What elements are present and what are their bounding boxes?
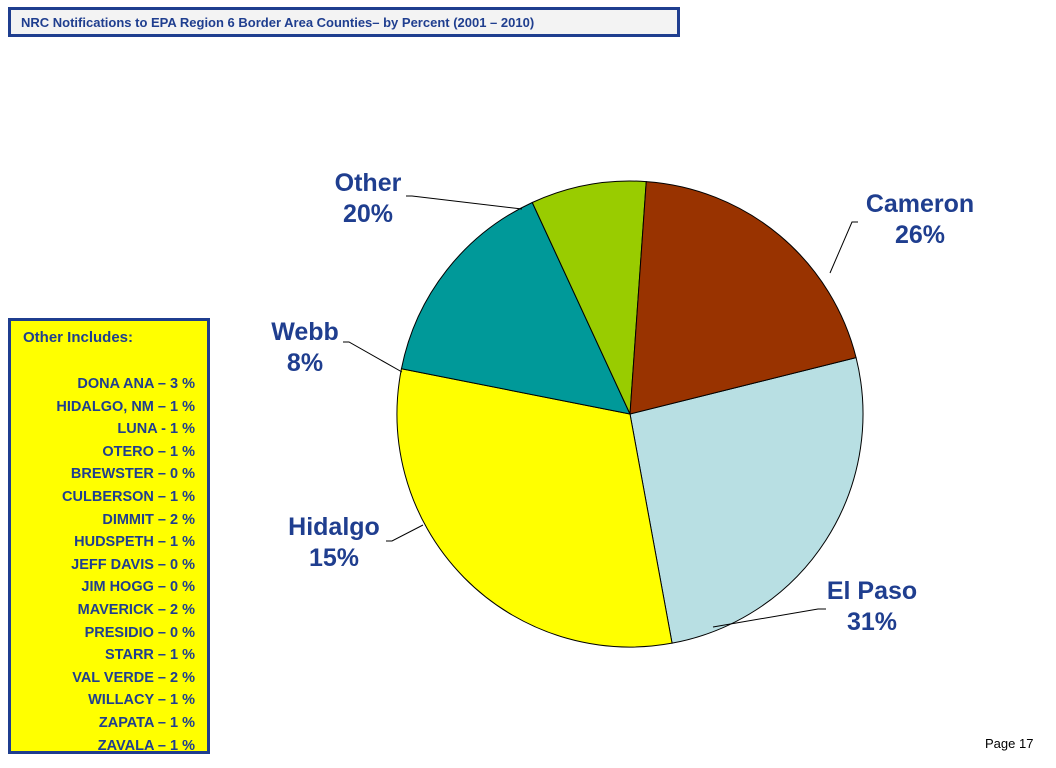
other-item: ZAVALA – 1 % xyxy=(97,737,195,754)
chart-title: NRC Notifications to EPA Region 6 Border… xyxy=(21,14,535,30)
pie-slice-other xyxy=(629,181,857,415)
slice-percent-hidalgo: 15% xyxy=(309,544,359,572)
other-item: CULBERSON – 1 % xyxy=(62,488,195,505)
other-item: HUDSPETH – 1 % xyxy=(74,534,195,551)
slice-name-webb: Webb xyxy=(271,318,339,346)
leader-line-el-paso xyxy=(712,608,826,628)
other-item: JIM HOGG – 0 % xyxy=(81,579,195,596)
leader-line-webb xyxy=(343,341,403,373)
other-item: DONA ANA – 3 % xyxy=(77,376,195,392)
other-item: WILLACY – 1 % xyxy=(88,692,195,709)
page-number: Page 17 xyxy=(985,736,1034,751)
slice-percent-cameron: 26% xyxy=(895,221,945,249)
slice-name-el-paso: El Paso xyxy=(827,577,917,605)
other-item: BREWSTER – 0 % xyxy=(70,466,195,483)
other-item: LUNA - 1 % xyxy=(117,421,195,438)
title-box: NRC Notifications to EPA Region 6 Border… xyxy=(8,7,680,37)
leader-line-cameron xyxy=(829,221,858,274)
slice-percent-el-paso: 31% xyxy=(847,608,897,636)
other-item: STARR – 1 % xyxy=(105,647,195,664)
slice-name-other: Other xyxy=(335,169,402,197)
pie-slice-hidalgo xyxy=(400,201,631,415)
leader-line-other xyxy=(406,195,523,210)
pie-slice-cameron xyxy=(629,357,864,644)
other-includes-list: DONA ANA – 3 % HIDALGO, NM – 1 % LUNA - … xyxy=(56,373,195,757)
other-item: HIDALGO, NM – 1 % xyxy=(56,398,195,415)
other-item: ZAPATA – 1 % xyxy=(98,714,195,731)
other-item: DIMMIT – 2 % xyxy=(102,511,195,528)
pie-slice-webb xyxy=(531,180,647,415)
slice-percent-other: 20% xyxy=(343,200,393,228)
other-item: VAL VERDE – 2 % xyxy=(72,669,195,686)
leader-line-hidalgo xyxy=(386,524,424,542)
slice-name-hidalgo: Hidalgo xyxy=(288,513,380,541)
other-item: JEFF DAVIS – 0 % xyxy=(71,556,195,573)
other-includes-heading: Other Includes: xyxy=(23,329,134,346)
other-includes-box: Other Includes: DONA ANA – 3 % HIDALGO, … xyxy=(8,318,210,754)
pie-slice-el-paso xyxy=(396,368,673,648)
slice-percent-webb: 8% xyxy=(287,349,323,377)
slice-name-cameron: Cameron xyxy=(866,190,974,218)
other-item: PRESIDIO – 0 % xyxy=(84,624,195,641)
other-item: MAVERICK – 2 % xyxy=(77,601,195,618)
other-item: OTERO – 1 % xyxy=(102,443,195,460)
